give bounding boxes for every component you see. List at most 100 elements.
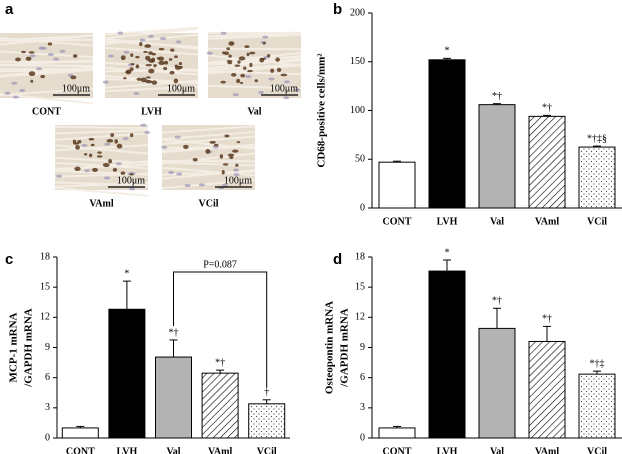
nucleus	[117, 31, 124, 35]
cell-stain	[97, 151, 102, 154]
tissue-fiber	[0, 37, 94, 47]
panel-label: a	[5, 1, 14, 18]
tissue-fiber	[207, 33, 302, 40]
cell-stain	[77, 139, 82, 144]
tissue-fiber	[54, 181, 149, 187]
y-tick-label: 18	[355, 251, 365, 262]
cell-stain	[205, 148, 211, 154]
significance-mark: *†	[492, 91, 502, 102]
tissue-fiber	[161, 161, 256, 167]
y-tick-label: 100	[350, 105, 365, 116]
cell-stain	[163, 67, 168, 71]
x-tick-label: Val	[490, 216, 504, 227]
image-caption: VAml	[89, 198, 113, 209]
nucleus	[107, 54, 114, 58]
cell-stain	[158, 47, 165, 51]
cell-stain	[145, 80, 153, 84]
bar	[155, 356, 192, 439]
tissue-fiber	[207, 64, 302, 75]
tissue-fiber	[104, 46, 199, 56]
cell-stain	[234, 64, 241, 67]
panel-label: b	[333, 1, 342, 18]
cell-stain	[123, 77, 127, 80]
y-axis-label: MCP-1 mRNA	[8, 312, 20, 382]
micrograph	[206, 31, 302, 100]
nucleus	[81, 143, 88, 147]
nucleus	[212, 145, 219, 149]
cell-stain	[153, 64, 157, 68]
cell-stain	[129, 67, 134, 72]
x-tick-label: VCil	[587, 216, 607, 227]
tissue-fiber	[54, 163, 149, 170]
y-axis-label: /GAPDH mRNA	[339, 308, 351, 388]
y-tick-label: 9	[360, 342, 365, 353]
tissue-fiber	[207, 55, 302, 66]
nucleus	[184, 183, 191, 187]
tissue-fiber	[54, 128, 149, 135]
x-tick-label: LVH	[117, 446, 138, 454]
cell-stain	[30, 79, 34, 83]
cell-stain	[244, 45, 250, 48]
micrograph	[102, 26, 199, 98]
cell-stain	[156, 57, 161, 60]
significance-mark: *†	[542, 314, 552, 325]
tissue-fiber	[0, 68, 94, 78]
nucleus	[206, 51, 213, 55]
tissue-fiber	[54, 125, 149, 130]
scale-bar-label: 100μm	[167, 83, 195, 94]
cell-stain	[219, 154, 224, 159]
cell-stain	[222, 163, 229, 166]
significance-mark: *†‡§	[587, 133, 607, 144]
cell-stain	[220, 80, 226, 84]
bar	[578, 146, 616, 209]
cell-stain	[231, 72, 237, 77]
cell-stain	[75, 145, 80, 150]
panel-label: c	[5, 251, 13, 268]
x-tick-label: CONT	[66, 446, 95, 454]
scale-bar-label: 100μm	[270, 83, 298, 94]
nucleus	[11, 81, 18, 85]
nucleus	[123, 50, 130, 54]
y-axis-label: CD68-positive cells/mm²	[316, 53, 328, 168]
significance-mark: *†	[542, 103, 552, 114]
cell-stain	[246, 69, 254, 73]
nucleus	[221, 183, 228, 187]
cell-stain	[178, 65, 183, 69]
y-tick-label: 3	[360, 402, 365, 413]
cell-stain	[148, 58, 155, 63]
x-tick-label: Val	[490, 446, 504, 454]
x-tick-label: VAml	[208, 446, 232, 454]
nucleus	[176, 172, 183, 176]
y-tick-label: 18	[40, 251, 50, 262]
cell-stain	[249, 62, 253, 68]
nucleus	[198, 183, 205, 187]
y-tick-label: 0	[360, 202, 365, 213]
y-tick-label: 6	[360, 372, 365, 383]
nucleus	[220, 31, 227, 35]
micrograph	[0, 33, 94, 105]
cell-stain	[243, 66, 247, 70]
cell-stain	[130, 53, 134, 58]
significance-mark: *†‡	[590, 358, 605, 369]
cell-stain	[135, 64, 140, 69]
cell-stain	[96, 155, 103, 158]
nucleus	[262, 35, 269, 39]
cell-stain	[229, 156, 234, 160]
tissue-fiber	[207, 32, 302, 38]
cell-stain	[120, 55, 126, 61]
y-tick-label: 15	[355, 281, 365, 292]
cell-stain	[140, 77, 147, 83]
comparison-label: P=0.087	[203, 259, 237, 270]
cell-stain	[28, 51, 35, 54]
cell-stain	[143, 50, 148, 53]
cell-stain	[267, 54, 271, 58]
nucleus	[84, 169, 91, 173]
cell-stain	[173, 55, 178, 59]
cell-stain	[114, 139, 118, 144]
cell-stain	[158, 60, 166, 65]
tissue-fiber	[0, 59, 94, 67]
cell-stain	[228, 54, 232, 58]
nucleus	[53, 57, 60, 61]
tissue-fiber	[104, 85, 199, 93]
cell-stain	[139, 41, 143, 47]
